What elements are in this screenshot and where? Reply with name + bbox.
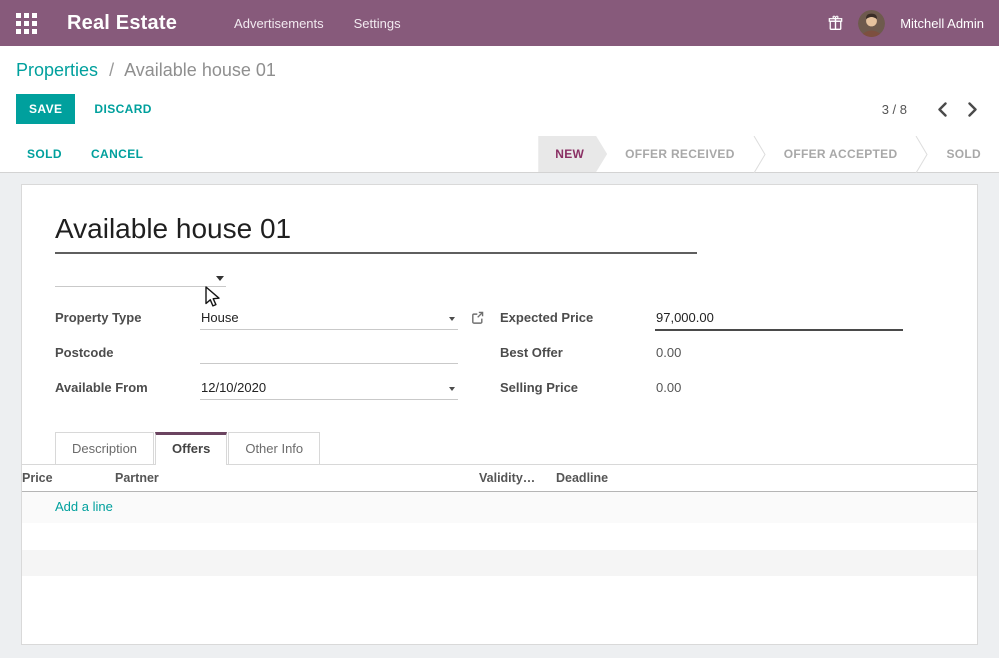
breadcrumb-separator: / bbox=[109, 60, 115, 80]
add-line-row: Add a line bbox=[22, 491, 977, 523]
empty-row bbox=[22, 550, 977, 576]
tags-input[interactable] bbox=[55, 268, 226, 287]
column-header-price[interactable]: Price bbox=[22, 465, 98, 492]
expected-price-label: Expected Price bbox=[500, 310, 594, 325]
column-header-partner[interactable]: Partner bbox=[98, 465, 471, 492]
property-type-label: Property Type bbox=[55, 310, 142, 325]
control-panel: Properties / Available house 01 SAVE DIS… bbox=[0, 46, 999, 136]
menu-advertisements[interactable]: Advertisements bbox=[234, 15, 324, 31]
sold-button[interactable]: SOLD bbox=[27, 147, 62, 161]
chevron-down-icon[interactable] bbox=[449, 387, 455, 391]
pager-count: 3 / 8 bbox=[881, 101, 907, 117]
notebook-tabs: Description Offers Other Info bbox=[22, 432, 977, 465]
tab-description[interactable]: Description bbox=[55, 432, 155, 464]
selling-price-value: 0.00 bbox=[656, 380, 682, 395]
user-avatar[interactable] bbox=[858, 9, 886, 37]
add-a-line-link[interactable]: Add a line bbox=[55, 499, 113, 514]
navbar-right: Mitchell Admin bbox=[828, 9, 999, 37]
postcode-label: Postcode bbox=[55, 345, 114, 360]
step-chevron-icon bbox=[753, 136, 766, 173]
pager-previous-icon[interactable] bbox=[931, 99, 953, 119]
property-type-input[interactable]: House bbox=[200, 306, 458, 330]
status-step-sold[interactable]: SOLD bbox=[946, 147, 981, 161]
status-pipeline: NEW OFFER RECEIVED OFFER ACCEPTED SOLD bbox=[538, 136, 999, 173]
top-navbar: Real Estate Advertisements Settings Mitc… bbox=[0, 0, 999, 46]
best-offer-label: Best Offer bbox=[500, 345, 563, 360]
statusbar: SOLD CANCEL NEW OFFER RECEIVED OFFER ACC… bbox=[0, 136, 999, 173]
menu-settings[interactable]: Settings bbox=[353, 15, 401, 31]
best-offer-value: 0.00 bbox=[656, 345, 682, 360]
empty-row bbox=[22, 523, 977, 550]
internal-link-icon[interactable] bbox=[470, 310, 485, 330]
expected-price-input[interactable]: 97,000.00 bbox=[655, 306, 903, 331]
form-view: Available house 01 Property Type House bbox=[0, 173, 999, 645]
cancel-button[interactable]: CANCEL bbox=[90, 147, 144, 161]
title-underline bbox=[55, 252, 697, 254]
column-header-deadline[interactable]: Deadline bbox=[547, 465, 977, 492]
save-button[interactable]: SAVE bbox=[16, 94, 76, 124]
postcode-input[interactable] bbox=[200, 341, 458, 364]
breadcrumb-properties-link[interactable]: Properties bbox=[16, 60, 99, 80]
chevron-down-icon bbox=[216, 276, 224, 281]
selling-price-label: Selling Price bbox=[500, 380, 579, 395]
app-title[interactable]: Real Estate bbox=[67, 11, 178, 34]
offers-table-header: Price Partner Validity… Deadline bbox=[22, 465, 977, 492]
tab-other-info[interactable]: Other Info bbox=[228, 432, 321, 464]
pager-next-icon[interactable] bbox=[961, 99, 983, 119]
statusbar-buttons: SOLD CANCEL bbox=[0, 136, 143, 172]
available-from-label: Available From bbox=[55, 380, 148, 395]
status-step-new[interactable]: NEW bbox=[538, 136, 607, 172]
tab-offers[interactable]: Offers bbox=[155, 432, 228, 465]
breadcrumb-current: Available house 01 bbox=[124, 60, 276, 80]
field-group: Property Type House bbox=[55, 306, 944, 411]
offers-table: Price Partner Validity… Deadline Add a l… bbox=[22, 465, 977, 576]
chevron-down-icon[interactable] bbox=[449, 317, 455, 321]
form-sheet: Available house 01 Property Type House bbox=[21, 184, 978, 645]
status-step-offer-accepted[interactable]: OFFER ACCEPTED bbox=[783, 147, 898, 161]
property-name-input[interactable]: Available house 01 bbox=[55, 213, 292, 244]
apps-grid-icon[interactable] bbox=[14, 11, 38, 35]
control-panel-buttons: SAVE DISCARD 3 / 8 bbox=[16, 94, 983, 136]
main-menu: Advertisements Settings bbox=[234, 16, 401, 31]
available-from-input[interactable]: 12/10/2020 bbox=[200, 376, 458, 400]
breadcrumb: Properties / Available house 01 bbox=[16, 58, 983, 81]
user-name[interactable]: Mitchell Admin bbox=[900, 15, 984, 31]
step-chevron-icon bbox=[915, 136, 929, 173]
gift-icon[interactable] bbox=[828, 15, 843, 31]
discard-button[interactable]: DISCARD bbox=[94, 102, 152, 116]
status-step-offer-received[interactable]: OFFER RECEIVED bbox=[625, 147, 735, 161]
column-header-validity[interactable]: Validity… bbox=[471, 465, 547, 492]
record-pager: 3 / 8 bbox=[882, 99, 983, 119]
